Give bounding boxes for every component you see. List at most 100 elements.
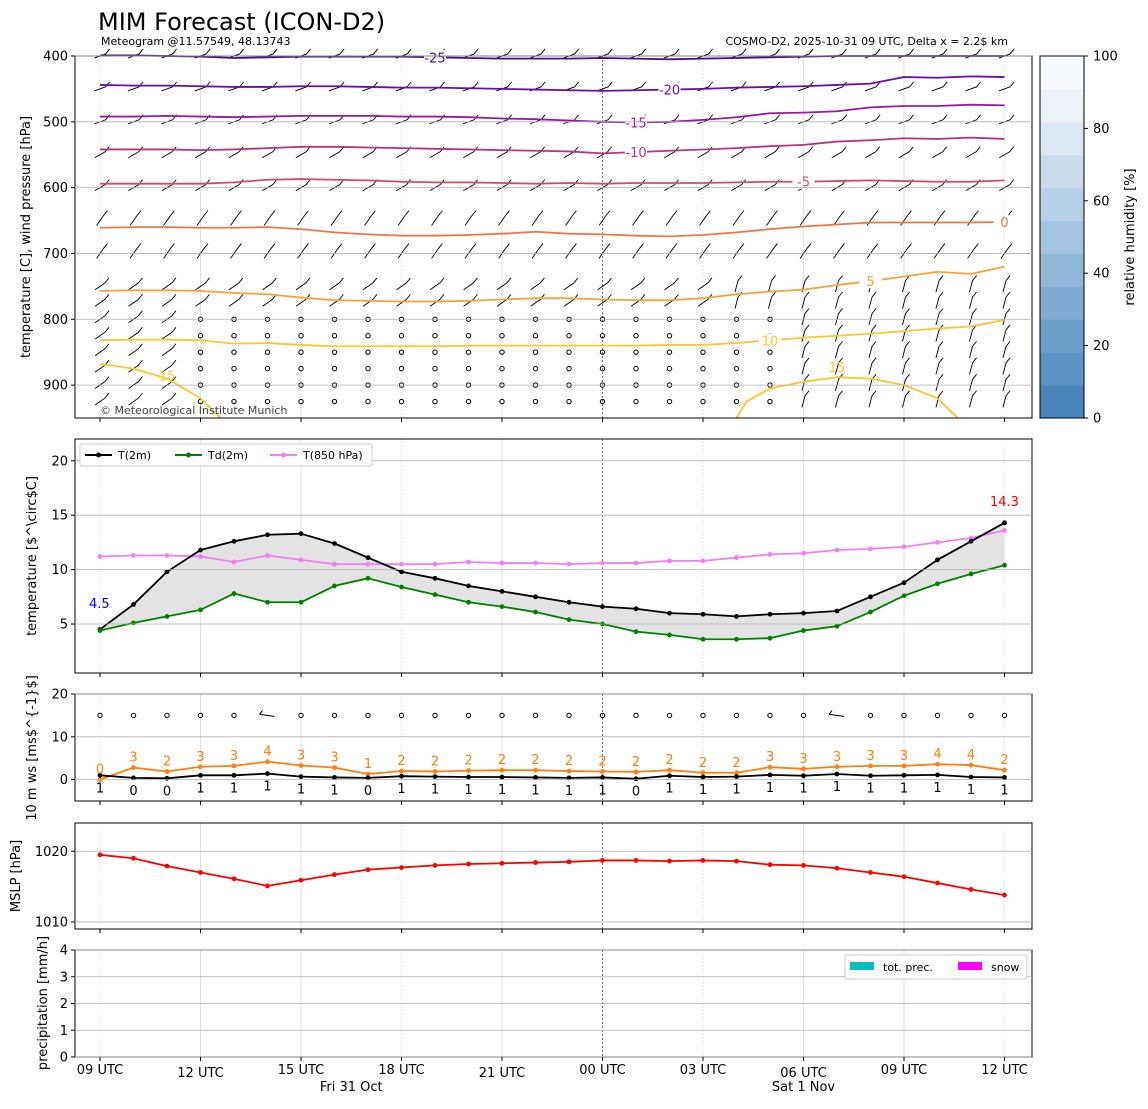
y-tick-label: 1 [60,1024,68,1039]
calm-wind-marker [733,333,740,339]
gust-value-label: 2 [598,754,606,769]
y-tick-label: 2 [60,997,68,1012]
gust-value-label: 3 [900,749,908,764]
wind-barb [94,359,110,373]
temperature-series-point [566,599,572,605]
wind-barb [462,81,479,92]
wind-barb [295,277,311,291]
speed-series-point [734,774,739,780]
calm-wind-marker [465,398,472,405]
calm-wind-marker [331,333,338,339]
isotherm-contours: -25 -20 -15 -10 -5 0 5 10 15 15 [99,50,1016,419]
isotherm-line [100,103,1005,124]
isotherm-label: 0 [1000,216,1008,231]
speed-series-point [432,774,438,780]
temperature-series-point [834,623,840,629]
wind-barb [969,275,977,293]
gust-value-label: 3 [766,750,774,765]
wind-barb [96,243,108,259]
calm-wind-marker [365,712,371,719]
wind-barb [228,114,244,125]
wind-barb [163,243,175,259]
mslp-series-point [164,863,170,869]
wind-barb [396,294,411,307]
wind-barb [429,81,445,92]
wind-barb [563,277,579,291]
y-tick-label: 3 [60,970,68,985]
mslp-series-point [1002,892,1007,898]
calm-wind-marker [934,712,941,719]
wind-barb [768,275,776,293]
gust-value-label: 1 [364,757,372,772]
wind-barb [902,324,910,342]
x-tick-label: 12 UTC [177,1066,223,1081]
calm-wind-marker [264,349,271,355]
isotherm-line [99,75,1005,92]
speed-series-point [97,772,103,778]
gust-series-point [600,769,605,774]
temperature-series-point [198,547,203,553]
temperature-legend: T(2m) Td(2m) T(850 hPa) [79,443,373,467]
temperature-series [99,564,1005,641]
colorbar-tick-label: 100 [1093,50,1118,65]
calm-wind-marker [633,333,639,339]
y-tick-label: 400 [43,50,68,65]
wind-barb [128,376,143,389]
calm-wind-marker [298,333,304,339]
speed-value-label: 0 [364,784,372,799]
calm-wind-marker [432,712,438,719]
wind-barb [632,210,644,226]
wind-barb [195,294,210,307]
speed-value-label: 1 [531,783,539,798]
temperature-series-point [1002,528,1007,533]
x-tick-label: 15 UTC [278,1063,324,1078]
wind-barb [196,210,209,226]
wind-barb [396,277,411,291]
wind-panel: 03 2 3 3 4 3 3 1 2 2 2 2 2 2 2 2 2 2 2 3 3 3 3 3 4 4 21 0 0 1 1 1 1 1 0 1 1 1… [25,675,1033,821]
temperature-series-point [700,611,706,617]
temperature-series-point [265,553,270,558]
wind-barb [865,146,881,159]
gust-series-point [432,769,438,774]
calm-wind-marker [298,365,304,372]
mslp-series-point [365,867,371,873]
mslp-series-point [968,887,974,892]
wind-barb [129,243,142,259]
calm-wind-marker [566,398,572,405]
temperature-series-point [767,635,773,641]
colorbar-cell [1040,385,1084,419]
wind-barb [835,275,843,293]
wind-barb [663,48,680,59]
calm-wind-marker [633,349,639,355]
calm-wind-marker [566,712,572,719]
y-tick-label: 15 [51,509,68,524]
wind-barb [295,179,311,192]
temperature-series-point [901,544,907,550]
speed-value-label: 0 [129,784,137,799]
calm-wind-marker [432,398,438,405]
speed-value-label: 1 [1000,783,1008,798]
gust-series-point [968,762,974,768]
wind-barb [496,179,512,192]
wind-barb [664,277,679,291]
wind-barb [128,179,144,192]
wind-barb [94,146,110,159]
calm-wind-marker [432,333,438,339]
temperature-series-point [365,575,371,581]
wind-barb [597,179,613,192]
temperature-series-point [734,614,739,619]
figure-title: MIM Forecast (ICON-D2) [98,8,385,36]
calm-wind-marker [700,398,706,405]
calm-wind-marker [465,349,472,355]
mslp-series-point [868,870,873,875]
colorbar-tick-label: 60 [1093,194,1110,209]
wind-barb [262,277,277,291]
colorbar-cell [1040,187,1084,222]
y-tick-label: 500 [43,115,68,130]
y-tick-label: 5 [60,618,68,633]
wind-barb [262,294,277,307]
temperature-series-point [935,539,940,545]
speed-series-point [533,775,538,780]
isotherm-line [100,178,1005,185]
